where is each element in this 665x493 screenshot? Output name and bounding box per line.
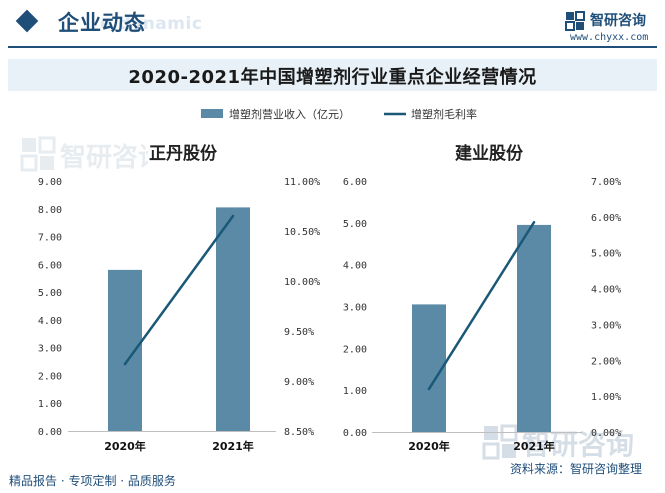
category-label: 2021年 [513,439,555,453]
right-axis-tick-label: 4.00% [591,285,621,296]
revenue-bar [108,269,142,431]
left-axis-tick-label: 6.00 [38,260,62,271]
legend-bar-swatch [201,109,223,118]
legend-line-label: 增塑剂毛利率 [411,107,477,121]
right-axis-tick-label: 7.00% [591,177,621,188]
chart-title-band: 2020-2021年中国增塑剂行业重点企业经营情况 [8,59,657,91]
legend-bar-label: 增塑剂营业收入（亿元） [229,107,350,121]
left-axis-tick-label: 0.00 [343,428,367,439]
category-label: 2020年 [408,439,450,453]
header: e dynamic 企业动态 智研咨询 www.chyxx.com [0,0,665,50]
left-axis-tick-label: 3.00 [343,303,367,314]
left-axis-tick-label: 6.00 [343,177,367,188]
left-axis-tick-label: 2.00 [38,371,62,382]
left-axis-tick-label: 7.00 [38,233,62,244]
left-axis-tick-label: 1.00 [38,399,62,410]
brand-url: www.chyxx.com [570,32,649,43]
footer-slogan: 精品报告 · 专项定制 · 品质服务 [9,474,176,488]
panel-title: 正丹股份 [149,143,218,164]
right-axis-tick-label: 5.00% [591,249,621,260]
section-subtitle: e dynamic [100,14,203,34]
watermark-logo-icon: 智研咨询 [20,136,164,173]
right-axis-tick-label: 9.50% [284,327,314,338]
brand-name: 智研咨询 [590,13,646,29]
watermark-logo: 智研咨询 [18,128,164,192]
left-axis-tick-label: 5.00 [38,288,62,299]
right-axis-tick-label: 11.00% [284,177,320,188]
chart-title: 2020-2021年中国增塑剂行业重点企业经营情况 [128,67,537,88]
watermark-text: 智研咨询 [522,428,634,461]
watermark-text: 智研咨询 [60,142,148,173]
left-axis-tick-label: 9.00 [38,177,62,188]
right-axis-tick-label: 0.00% [591,428,621,439]
right-axis-tick-label: 6.00% [591,213,621,224]
right-axis-tick-label: 1.00% [591,392,621,403]
watermark-logo-icon: 智研咨询 [482,424,634,461]
left-axis-tick-label: 3.00 [38,344,62,355]
left-axis-tick-label: 0.00 [38,427,62,438]
gross-margin-line [427,220,536,391]
header-divider [8,46,657,48]
left-axis-tick-label: 4.00 [343,261,367,272]
right-axis-tick-label: 3.00% [591,320,621,331]
panel-title: 建业股份 [455,143,524,164]
revenue-bar [412,304,446,432]
right-axis-tick-label: 10.50% [284,227,320,238]
right-axis-tick-label: 10.00% [284,277,320,288]
revenue-bar [216,207,250,431]
category-label: 2020年 [104,439,146,453]
category-label: 2021年 [212,439,254,453]
section-title: 企业动态 [58,11,146,35]
watermark-logo: 智研咨询 [480,418,650,472]
right-axis-tick-label: 2.00% [591,356,621,367]
source-note: 资料来源：智研咨询整理 [510,462,643,476]
left-axis-tick-label: 1.00 [343,386,367,397]
revenue-bar [517,224,551,432]
left-axis-tick-label: 4.00 [38,316,62,327]
left-axis-tick-label: 5.00 [343,219,367,230]
right-axis-tick-label: 8.50% [284,427,314,438]
right-axis-tick-label: 9.00% [284,377,314,388]
left-axis-tick-label: 8.00 [38,205,62,216]
gross-margin-line [123,214,235,366]
zhiyan-logo-icon [565,11,585,31]
left-axis-tick-label: 2.00 [343,344,367,355]
